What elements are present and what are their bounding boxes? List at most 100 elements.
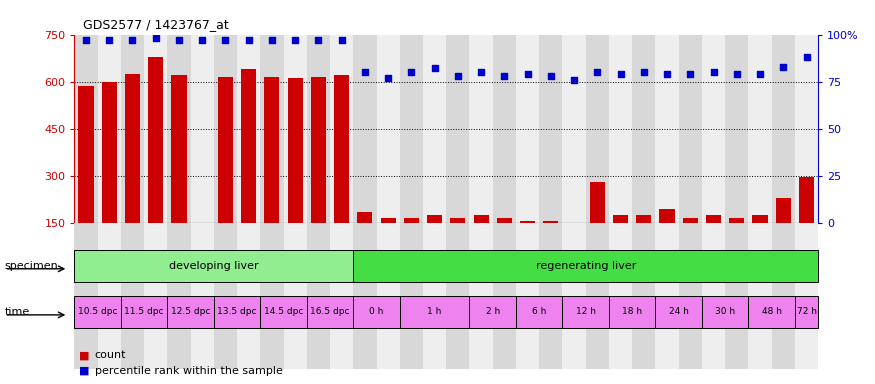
Text: 12 h: 12 h [576,308,596,316]
Bar [446,223,470,369]
Bar [354,35,376,223]
Bar [307,223,330,369]
Text: 14.5 dpc: 14.5 dpc [264,308,304,316]
Bar [148,56,164,223]
Bar [404,218,419,223]
Point [683,71,697,77]
Text: 24 h: 24 h [668,308,689,316]
Text: 6 h: 6 h [532,308,546,316]
Bar [539,35,563,223]
Point [404,69,418,75]
Bar [609,223,632,369]
Point [312,37,326,43]
Bar [613,215,628,223]
Bar [590,182,605,223]
Point [753,71,767,77]
Bar [288,78,303,223]
Bar [284,35,307,223]
Bar [772,35,794,223]
Bar [427,215,442,223]
Bar [423,35,446,223]
Bar [102,82,116,223]
Bar [725,223,748,369]
Bar [748,35,772,223]
Text: GDS2577 / 1423767_at: GDS2577 / 1423767_at [83,18,229,31]
Bar [493,35,516,223]
Bar [400,35,423,223]
Point [800,54,814,60]
Point [660,71,674,77]
Bar [261,223,284,369]
Point [149,35,163,41]
Bar [748,223,772,369]
Text: 1 h: 1 h [428,308,442,316]
Bar [446,35,470,223]
Point [451,73,465,79]
Point [125,37,139,43]
Bar [74,35,98,223]
Point [79,37,93,43]
Bar [679,223,702,369]
Bar [167,223,191,369]
Point [497,73,511,79]
Bar [516,223,539,369]
Text: 18 h: 18 h [622,308,642,316]
Point [382,75,396,81]
Bar [218,77,233,223]
Point [567,77,581,83]
Bar [264,77,279,223]
Bar [74,223,98,369]
Bar [679,35,702,223]
Text: 30 h: 30 h [715,308,735,316]
Point [288,37,302,43]
Bar [376,35,400,223]
Text: developing liver: developing liver [169,261,259,271]
Text: 2 h: 2 h [486,308,500,316]
Bar [121,35,144,223]
Bar [655,35,679,223]
Point [706,69,720,75]
Bar [706,215,721,223]
Bar [585,223,609,369]
Bar [752,215,767,223]
Bar [376,223,400,369]
Bar [470,223,493,369]
Point [265,37,279,43]
Bar [794,223,818,369]
Point [172,37,186,43]
Text: count: count [94,350,126,360]
Bar [125,74,140,223]
Text: ■: ■ [79,366,89,376]
Bar [191,223,214,369]
Bar [539,223,563,369]
Bar [682,218,698,223]
Point [637,69,651,75]
Bar [307,35,330,223]
Point [730,71,744,77]
Bar [98,223,121,369]
Bar [334,75,349,223]
Bar [330,223,354,369]
Bar [191,35,214,223]
Bar [98,35,121,223]
Bar [794,35,818,223]
Point [428,65,442,71]
Bar [172,75,186,223]
Bar [725,35,748,223]
Text: 10.5 dpc: 10.5 dpc [78,308,117,316]
Point [334,37,348,43]
Bar [354,223,376,369]
Point [521,71,535,77]
Point [591,69,605,75]
Text: specimen: specimen [4,261,58,271]
Point [613,71,627,77]
Point [776,63,790,70]
Point [544,73,558,79]
Bar [585,35,609,223]
Bar [242,69,256,223]
Text: regenerating liver: regenerating liver [536,261,636,271]
Bar [776,198,791,223]
Bar [400,223,423,369]
Bar [493,223,516,369]
Bar [330,35,354,223]
